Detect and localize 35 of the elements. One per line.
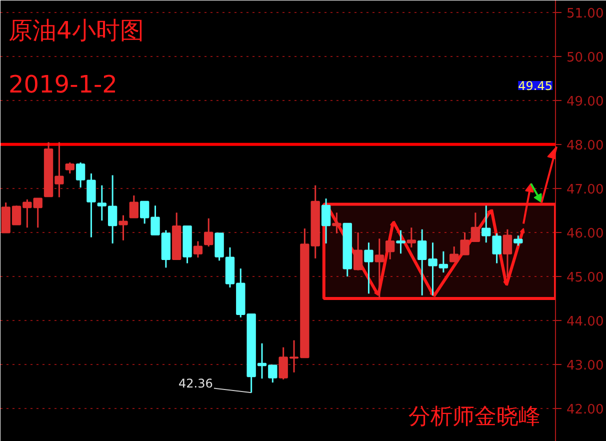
annotation: 分析师金晓峰 — [408, 404, 540, 430]
y-tick-label: 44.00 — [566, 314, 604, 330]
candlestick — [76, 162, 86, 188]
candlestick — [492, 232, 502, 264]
text: 2019-1-2 — [8, 70, 118, 98]
candlestick — [353, 232, 363, 272]
candlestick — [118, 214, 128, 242]
y-tick-label: 49.00 — [566, 94, 604, 110]
candlestick — [502, 228, 512, 278]
candlestick — [321, 198, 331, 244]
y-tick-label: 43.00 — [566, 358, 604, 374]
candlestick — [332, 212, 342, 234]
candlestick — [364, 242, 374, 294]
y-tick-label: 48.00 — [566, 138, 604, 154]
candlestick — [214, 232, 224, 262]
y-tick-label: 42.00 — [566, 402, 604, 418]
candlestick — [65, 162, 74, 174]
candlestick — [514, 234, 523, 246]
candlestick — [396, 229, 406, 254]
annotation: 49.45 — [518, 79, 553, 93]
candlestick — [129, 194, 139, 218]
y-tick-label: 51.00 — [566, 6, 604, 22]
candlestick — [406, 226, 416, 248]
annotation: 42.36 — [178, 376, 213, 390]
y-tick-label: 45.00 — [566, 270, 604, 286]
candlestick — [108, 174, 118, 244]
candlestick — [193, 240, 203, 258]
y-tick-label: 50.00 — [566, 50, 604, 66]
y-tick-label: 47.00 — [566, 182, 604, 198]
y-tick-label: 46.00 — [566, 226, 604, 242]
candlestick — [204, 218, 214, 248]
candlestick — [86, 172, 96, 238]
text: 原油4小时图 — [8, 16, 144, 44]
candlestick — [97, 184, 106, 222]
candlestick — [385, 240, 395, 260]
